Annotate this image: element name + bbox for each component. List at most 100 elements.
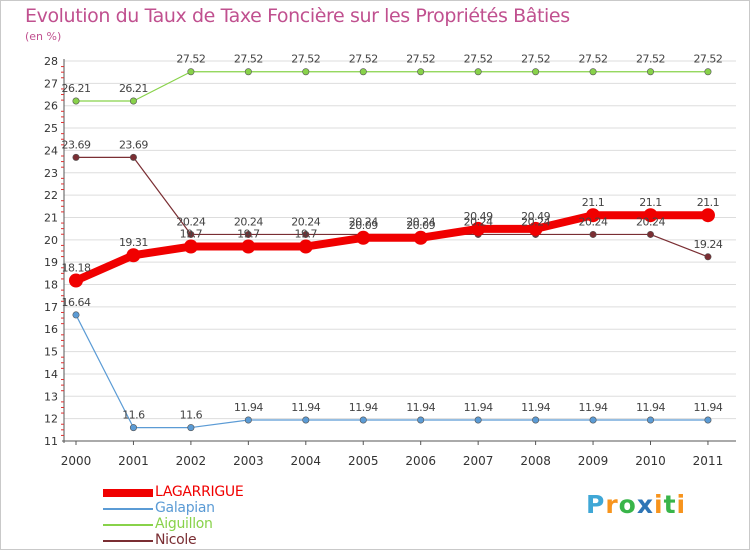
data-label-aiguillon-2003: 27.52 <box>234 53 263 66</box>
proxiti-logo: Proxiti <box>586 490 686 519</box>
legend-label-galapian: Galapian <box>155 500 215 516</box>
series-line-galapian <box>75 314 709 429</box>
x-tick-label-2001: 2001 <box>118 454 149 468</box>
y-tick-label-25: 25 <box>44 122 58 135</box>
point-nicole-2010 <box>646 230 654 238</box>
data-label-aiguillon-2010: 27.52 <box>636 53 665 66</box>
point-galapian-2002 <box>187 424 195 432</box>
y-tick-label-17: 17 <box>44 301 58 314</box>
logo-letter: x <box>636 490 654 519</box>
data-label-lagarrigue-2004: 19.7 <box>295 228 318 241</box>
point-lagarrigue-2005 <box>356 230 371 245</box>
point-nicole-2011 <box>704 253 712 261</box>
x-tick-label-2002: 2002 <box>176 454 207 468</box>
data-label-nicole-2010: 20.24 <box>636 215 665 228</box>
point-galapian-2010 <box>646 416 654 424</box>
legend-swatch-galapian <box>103 508 153 510</box>
data-label-nicole-2008: 20.24 <box>521 215 550 228</box>
point-nicole-2009 <box>589 230 597 238</box>
point-galapian-2011 <box>704 416 712 424</box>
data-label-lagarrigue-2000: 18.18 <box>62 262 91 275</box>
point-nicole-2004 <box>302 230 310 238</box>
point-galapian-2006 <box>417 416 425 424</box>
x-tick-label-2008: 2008 <box>520 454 551 468</box>
data-label-galapian-2000: 16.64 <box>62 296 91 309</box>
point-lagarrigue-2008 <box>528 221 543 236</box>
x-tick-label-2009: 2009 <box>578 454 609 468</box>
point-aiguillon-2004 <box>302 68 310 76</box>
legend-swatch-aiguillon <box>103 524 153 526</box>
legend-label-nicole: Nicole <box>155 532 197 548</box>
point-lagarrigue-2011 <box>700 208 715 223</box>
y-tick-label-14: 14 <box>44 368 58 381</box>
point-lagarrigue-2001 <box>126 248 141 263</box>
point-aiguillon-2002 <box>187 68 195 76</box>
data-label-galapian-2001: 11.6 <box>122 409 145 422</box>
data-label-aiguillon-2009: 27.52 <box>579 53 608 66</box>
data-label-galapian-2009: 11.94 <box>579 401 608 414</box>
y-tick-label-22: 22 <box>44 189 58 202</box>
y-tick-label-28: 28 <box>44 55 58 68</box>
data-label-aiguillon-2005: 27.52 <box>349 53 378 66</box>
data-label-lagarrigue-2009: 21.1 <box>582 196 605 209</box>
logo-letter: t <box>663 490 677 519</box>
data-label-nicole-2003: 20.24 <box>234 215 263 228</box>
point-nicole-2001 <box>129 153 137 161</box>
data-label-galapian-2011: 11.94 <box>693 401 722 414</box>
data-label-aiguillon-2011: 27.52 <box>693 53 722 66</box>
logo-letter: r <box>605 490 619 519</box>
point-lagarrigue-2003 <box>241 239 256 254</box>
data-label-nicole-2004: 20.24 <box>291 215 320 228</box>
point-galapian-2009 <box>589 416 597 424</box>
data-label-nicole-2011: 19.24 <box>693 238 722 251</box>
data-label-galapian-2010: 11.94 <box>636 401 665 414</box>
data-label-galapian-2007: 11.94 <box>464 401 493 414</box>
data-label-galapian-2008: 11.94 <box>521 401 550 414</box>
data-label-lagarrigue-2008: 20.49 <box>521 210 550 223</box>
point-aiguillon-2008 <box>532 68 540 76</box>
logo-letter: o <box>618 490 637 519</box>
legend-label-aiguillon: Aiguillon <box>155 516 213 532</box>
axis-layer: 11 12 13 14 15 16 17 18 19 20 21 22 23 24 25 26 27 28 2000… <box>44 55 736 468</box>
x-tick-label-2011: 2011 <box>693 454 724 468</box>
y-tick-label-20: 20 <box>44 234 58 247</box>
point-galapian-2004 <box>302 416 310 424</box>
data-label-aiguillon-2008: 27.52 <box>521 53 550 66</box>
data-label-aiguillon-2000: 26.21 <box>62 82 91 95</box>
y-tick-label-23: 23 <box>44 167 58 180</box>
point-aiguillon-2005 <box>359 68 367 76</box>
data-label-galapian-2005: 11.94 <box>349 401 378 414</box>
y-tick-label-12: 12 <box>44 413 58 426</box>
point-aiguillon-2007 <box>474 68 482 76</box>
unit-label: (en %) <box>25 30 62 43</box>
y-tick-label-21: 21 <box>44 211 58 224</box>
data-label-lagarrigue-2010: 21.1 <box>639 196 662 209</box>
data-label-galapian-2003: 11.94 <box>234 401 263 414</box>
data-label-lagarrigue-2001: 19.31 <box>119 236 148 249</box>
legend-swatch-lagarrigue <box>103 489 153 497</box>
point-lagarrigue-2000 <box>69 273 83 288</box>
point-galapian-2008 <box>532 416 540 424</box>
point-galapian-2001 <box>129 424 137 432</box>
data-label-lagarrigue-2006: 20.09 <box>406 219 435 232</box>
point-galapian-2000 <box>72 311 80 319</box>
logo-letter: i <box>676 490 687 519</box>
x-tick-label-2007: 2007 <box>463 454 494 468</box>
point-lagarrigue-2004 <box>298 239 313 254</box>
data-label-aiguillon-2004: 27.52 <box>291 53 320 66</box>
point-aiguillon-2003 <box>244 68 252 76</box>
point-nicole-2002 <box>187 230 195 238</box>
point-galapian-2007 <box>474 416 482 424</box>
data-label-nicole-2002: 20.24 <box>176 215 205 228</box>
data-label-lagarrigue-2005: 20.09 <box>349 219 378 232</box>
legend-label-lagarrigue: LAGARRIGUE <box>155 484 244 500</box>
point-lagarrigue-2010 <box>643 208 658 223</box>
point-aiguillon-2011 <box>704 68 712 76</box>
point-aiguillon-2001 <box>129 97 137 105</box>
data-label-galapian-2004: 11.94 <box>291 401 320 414</box>
point-lagarrigue-2009 <box>586 208 601 223</box>
data-label-lagarrigue-2002: 19.7 <box>180 228 203 241</box>
chart-title: Evolution du Taux de Taxe Foncière sur l… <box>25 5 570 27</box>
